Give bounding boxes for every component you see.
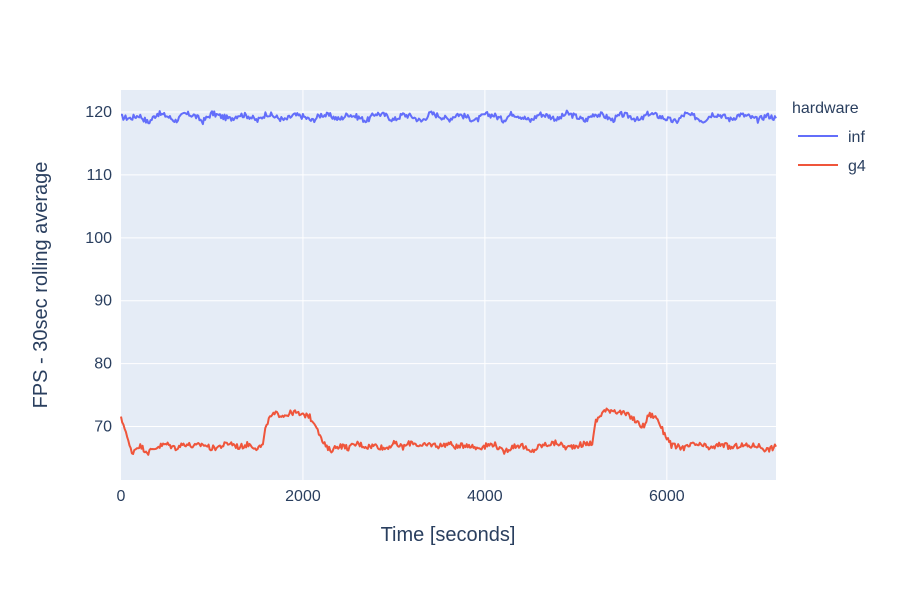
legend-items: inf g4: [798, 129, 866, 175]
x-axis-title: Time [seconds]: [381, 524, 516, 546]
series-layer: [120, 109, 777, 456]
plot-background: [121, 90, 776, 480]
series-line-g4: [120, 407, 777, 456]
y-tick-label: 100: [85, 230, 112, 247]
tick-layer: 70 80 90 100 110 120 0 2000 4000 6000: [85, 104, 684, 505]
y-tick-label: 90: [94, 293, 112, 310]
x-tick-label: 6000: [649, 488, 685, 505]
x-tick-label: 2000: [285, 488, 321, 505]
grid-layer: [121, 90, 776, 480]
y-axis-title: FPS - 30sec rolling average: [30, 162, 52, 409]
legend: hardware inf g4: [792, 100, 866, 175]
legend-title: hardware: [792, 100, 859, 117]
y-tick-label: 70: [94, 419, 112, 436]
series-line-inf: [121, 109, 777, 126]
y-tick-label: 80: [94, 356, 112, 373]
x-tick-label: 0: [117, 488, 126, 505]
y-tick-label: 110: [86, 167, 112, 184]
x-tick-label: 4000: [467, 488, 503, 505]
legend-label-inf: inf: [848, 129, 865, 146]
legend-label-g4: g4: [848, 158, 866, 175]
y-tick-label: 120: [85, 104, 112, 121]
